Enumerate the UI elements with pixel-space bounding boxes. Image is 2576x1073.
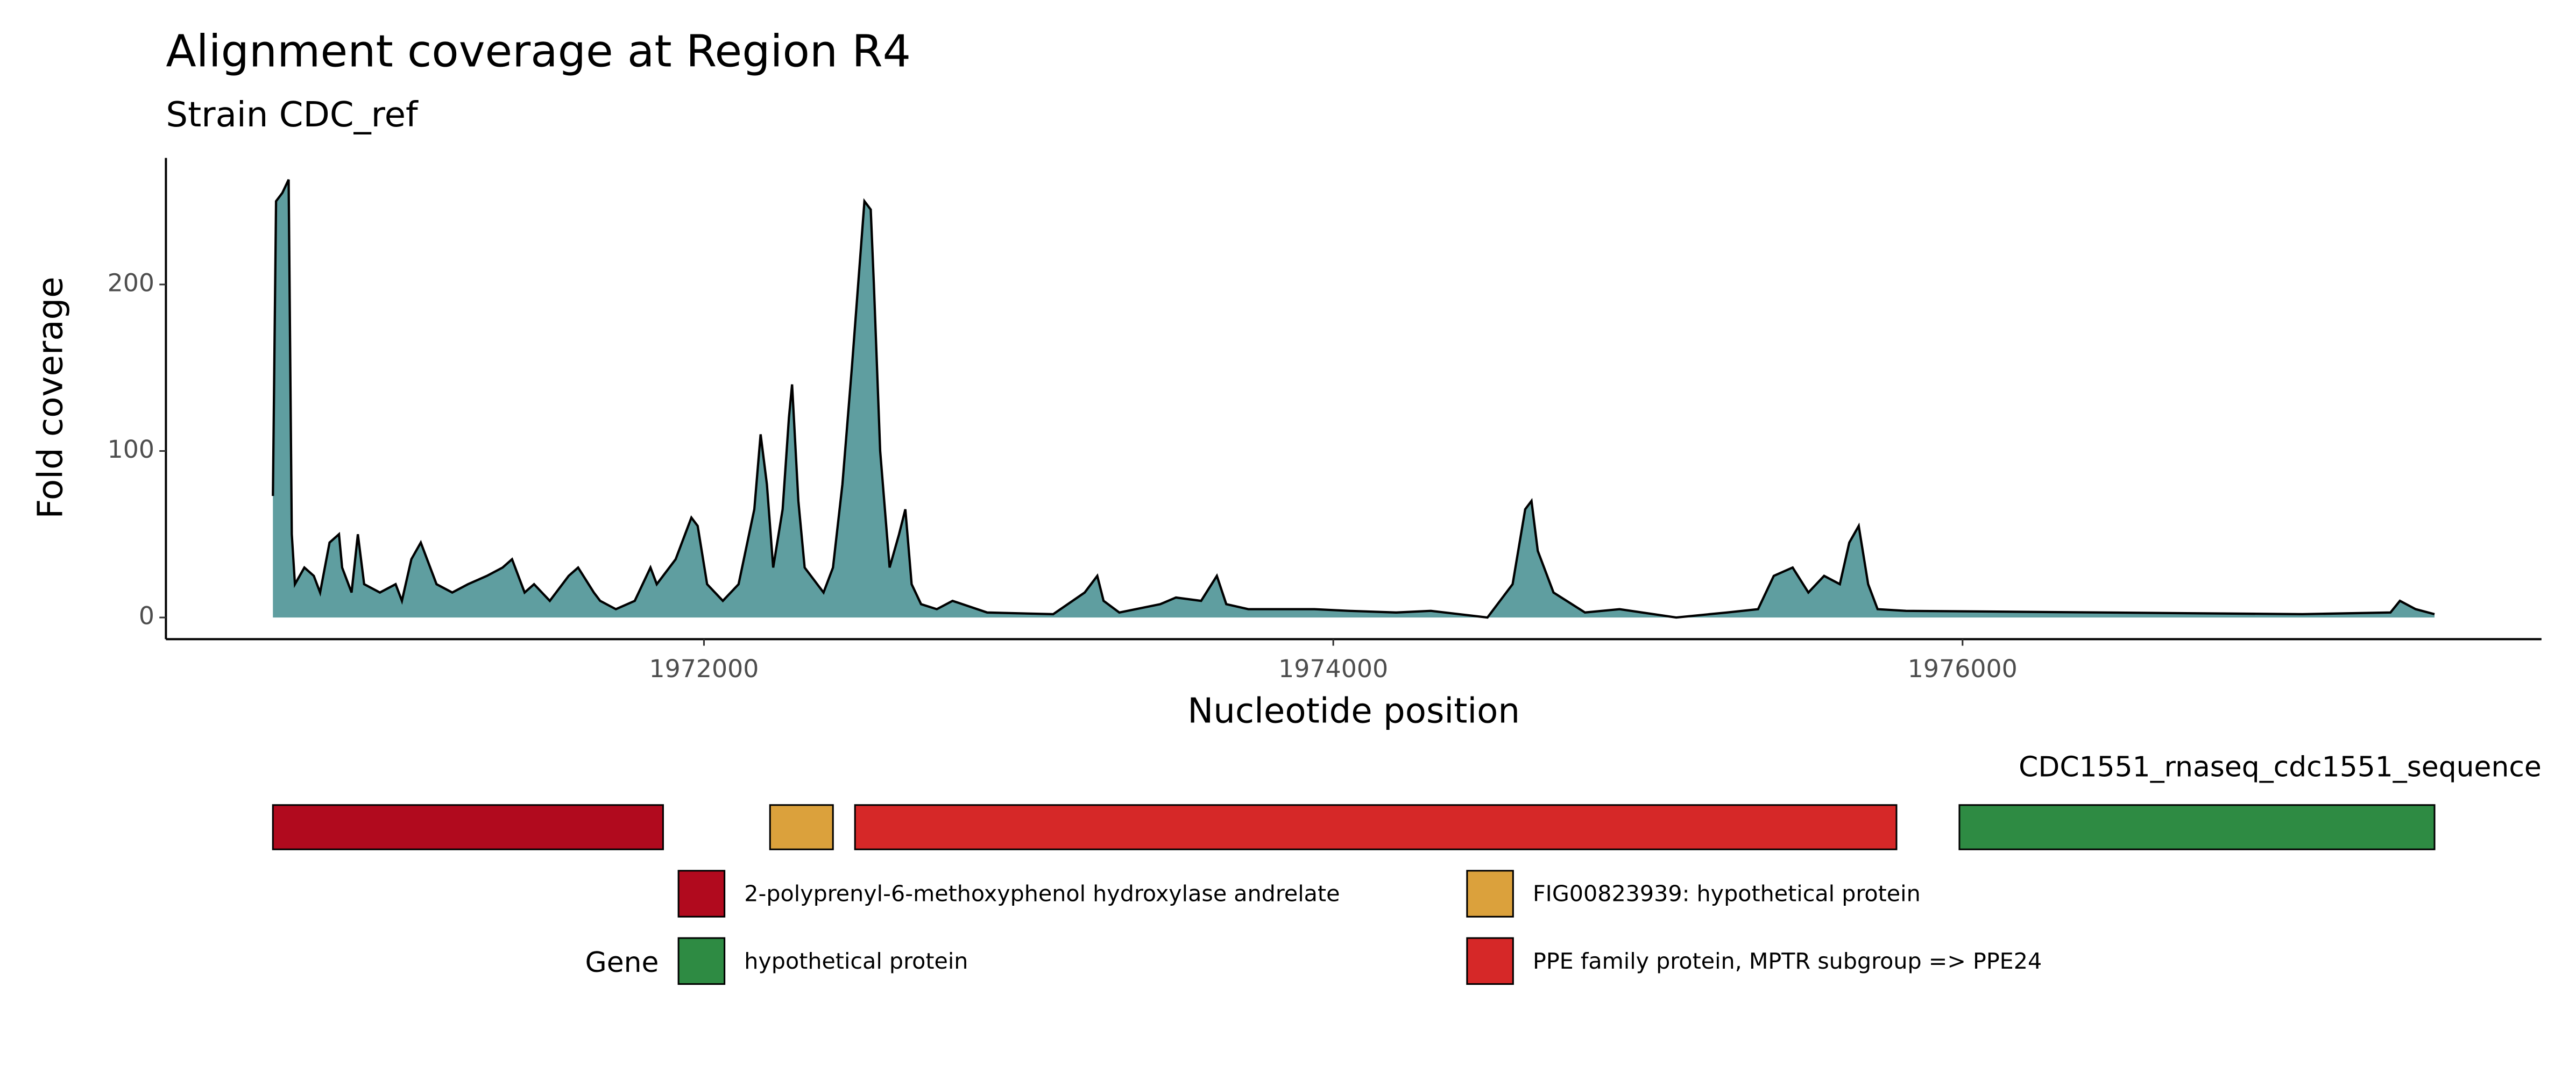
y-axis-title: Fold coverage: [30, 276, 70, 518]
x-tick-label: 1972000: [649, 654, 759, 683]
y-tick-label: 0: [139, 601, 154, 630]
legend-key: [1466, 937, 1514, 985]
gene-bar: [1958, 804, 2436, 850]
x-tick-label: 1974000: [1278, 654, 1388, 683]
y-tick-label: 100: [108, 435, 154, 464]
gene-bar: [769, 804, 834, 850]
legend-title: Gene: [585, 947, 659, 979]
chart-title: Alignment coverage at Region R4: [166, 26, 911, 77]
x-tick-label: 1976000: [1908, 654, 2018, 683]
legend-key: [677, 870, 726, 918]
legend-key: [1466, 870, 1514, 918]
track-label: CDC1551_rnaseq_cdc1551_sequence: [2019, 751, 2542, 784]
chart-subtitle: Strain CDC_ref: [166, 95, 419, 135]
gene-bar: [272, 804, 664, 850]
legend-label: PPE family protein, MPTR subgroup => PPE…: [1533, 948, 2042, 974]
gene-bar: [854, 804, 1898, 850]
legend-key: [677, 937, 726, 985]
legend-label: 2-polyprenyl-6-methoxyphenol hydroxylase…: [744, 881, 1340, 907]
x-axis-title: Nucleotide position: [1187, 691, 1520, 731]
legend-label: FIG00823939: hypothetical protein: [1533, 881, 1921, 907]
coverage-line: [272, 179, 2435, 619]
legend-label: hypothetical protein: [744, 948, 968, 974]
y-tick-label: 200: [108, 268, 154, 297]
coverage-area: [273, 179, 2435, 618]
